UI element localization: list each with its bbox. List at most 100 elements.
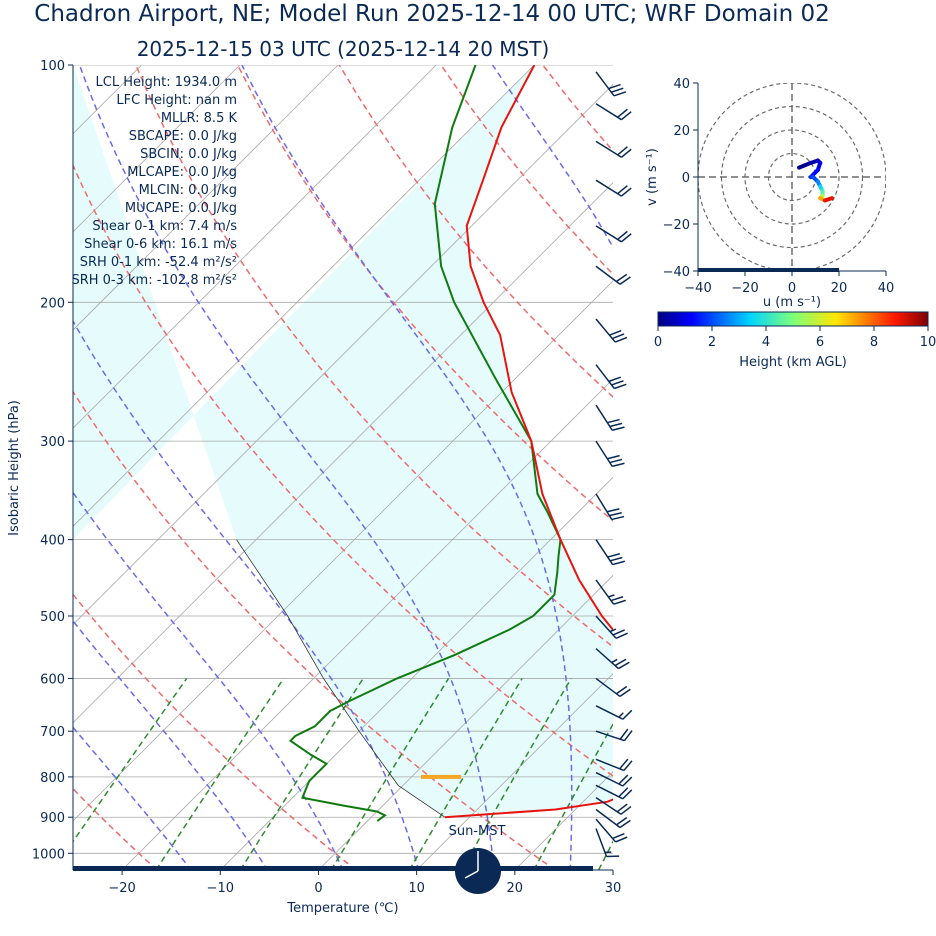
wind-barb bbox=[595, 225, 632, 243]
barb-staff bbox=[595, 828, 608, 857]
barb-full bbox=[620, 805, 632, 815]
barb-staff bbox=[595, 771, 624, 787]
barb-staff bbox=[595, 440, 613, 467]
barb-full bbox=[612, 333, 625, 340]
param-line: MLCIN: 0.0 J/kg bbox=[139, 183, 237, 198]
barb-full bbox=[611, 380, 624, 386]
wind-barb bbox=[595, 818, 628, 843]
x-tick-label: 30 bbox=[605, 881, 622, 896]
hodo-y-tick-label: 20 bbox=[673, 124, 690, 139]
barb-full bbox=[613, 91, 627, 97]
barb-full bbox=[614, 383, 627, 390]
barb-full bbox=[620, 187, 632, 197]
isotherm-40 bbox=[711, 65, 936, 870]
barb-half bbox=[609, 628, 617, 633]
grid-layer bbox=[73, 65, 936, 870]
barb-staff bbox=[595, 539, 614, 565]
dry-adiabat bbox=[338, 65, 613, 398]
moist-adiabat bbox=[78, 65, 495, 870]
barb-full bbox=[609, 556, 623, 562]
barb-full bbox=[609, 511, 622, 517]
barb-full bbox=[619, 758, 629, 770]
hodo-y-axis-label: v (m s⁻¹) bbox=[645, 148, 660, 206]
barb-staff bbox=[595, 140, 622, 158]
mixing-ratio-line bbox=[533, 722, 613, 870]
dewpoint-trace bbox=[288, 65, 562, 822]
hodo-tick-layer: −40 −20 0 20 40 −40 −20 0 20 40 bbox=[663, 77, 895, 296]
barb-full bbox=[615, 817, 628, 826]
barb-full bbox=[618, 787, 629, 798]
barb-full bbox=[609, 422, 623, 428]
barb-full bbox=[617, 108, 628, 118]
barb-full bbox=[622, 789, 633, 800]
barb-full bbox=[620, 111, 632, 121]
skew-x-axis-label: Temperature (℃) bbox=[286, 901, 398, 916]
barb-full bbox=[618, 774, 629, 785]
isotherm-30 bbox=[612, 869, 613, 870]
barb-full bbox=[606, 508, 620, 513]
barb-full bbox=[615, 632, 628, 639]
wind-barb bbox=[595, 493, 625, 521]
barb-full bbox=[612, 462, 625, 468]
parameter-panel: LCL Height: 1934.0 m LFC Height: nan m MLL… bbox=[71, 75, 237, 288]
moist-adiabat bbox=[241, 65, 573, 870]
hodo-x-tick-label: −20 bbox=[731, 281, 758, 296]
wind-barb bbox=[595, 318, 628, 343]
barb-full bbox=[612, 629, 625, 636]
y-tick-label: 1000 bbox=[32, 847, 65, 862]
hodo-x-tick-label: 0 bbox=[788, 281, 796, 296]
y-tick-label: 700 bbox=[40, 725, 65, 740]
barb-full bbox=[622, 776, 633, 787]
barb-full bbox=[616, 803, 628, 813]
barb-full bbox=[617, 185, 628, 195]
wind-barb bbox=[595, 705, 633, 720]
dry-adiabat bbox=[848, 65, 936, 870]
barb-staff bbox=[595, 677, 621, 698]
chart-subtitle: 2025-12-15 03 UTC (2025-12-14 20 MST) bbox=[137, 37, 550, 61]
profile-layer bbox=[236, 65, 613, 822]
hodograph-trace bbox=[797, 158, 834, 203]
y-tick-label: 400 bbox=[40, 534, 65, 549]
param-line: MLCAPE: 0.0 J/kg bbox=[127, 165, 237, 180]
clock-label: Sun-MST bbox=[449, 824, 506, 839]
barb-full bbox=[617, 230, 628, 241]
x-tick-label: 10 bbox=[408, 881, 425, 896]
y-tick-label: 800 bbox=[40, 771, 65, 786]
height-colorbar: 0 2 4 6 8 10 Height (km AGL) bbox=[654, 311, 936, 370]
barb-staff bbox=[595, 179, 622, 197]
wind-barb bbox=[595, 539, 626, 566]
barb-staff bbox=[595, 808, 621, 829]
wind-barb bbox=[595, 71, 627, 97]
hodo-x-tick-label: 20 bbox=[831, 281, 848, 296]
dry-adiabat bbox=[135, 65, 613, 648]
wind-barb bbox=[595, 364, 627, 390]
barb-staff bbox=[595, 648, 619, 670]
barb-full bbox=[623, 730, 633, 742]
barb-full bbox=[618, 661, 630, 670]
skew-y-axis-label: Isobaric Height (hPa) bbox=[7, 400, 22, 536]
isotherm-0 bbox=[318, 574, 613, 870]
isotherm--80 bbox=[73, 65, 339, 331]
wind-barbs bbox=[595, 71, 633, 858]
colorbar-tick-label: 10 bbox=[920, 335, 936, 350]
mixing-ratio-line bbox=[155, 677, 285, 870]
dry-adiabat bbox=[73, 593, 357, 870]
param-line: LCL Height: 1934.0 m bbox=[96, 75, 237, 90]
wind-barb bbox=[595, 648, 630, 670]
param-line: SRH 0-3 km: -102.8 m²/s² bbox=[71, 273, 237, 288]
isotherm-10 bbox=[416, 673, 613, 870]
colorbar-gradient bbox=[657, 311, 929, 327]
colorbar-tick-label: 6 bbox=[816, 335, 824, 350]
param-line: LFC Height: nan m bbox=[116, 93, 237, 108]
isotherm--70 bbox=[73, 65, 437, 429]
barb-full bbox=[623, 760, 633, 771]
barb-full bbox=[614, 658, 627, 667]
isotherm--50 bbox=[73, 83, 613, 626]
barb-staff bbox=[595, 730, 625, 742]
colorbar-label: Height (km AGL) bbox=[739, 355, 847, 370]
wind-barb bbox=[595, 797, 632, 815]
hodo-x-tick-label: 40 bbox=[878, 281, 895, 296]
param-line: Shear 0-6 km: 16.1 m/s bbox=[84, 237, 237, 252]
barb-staff bbox=[595, 818, 617, 843]
barb-full bbox=[619, 819, 631, 829]
